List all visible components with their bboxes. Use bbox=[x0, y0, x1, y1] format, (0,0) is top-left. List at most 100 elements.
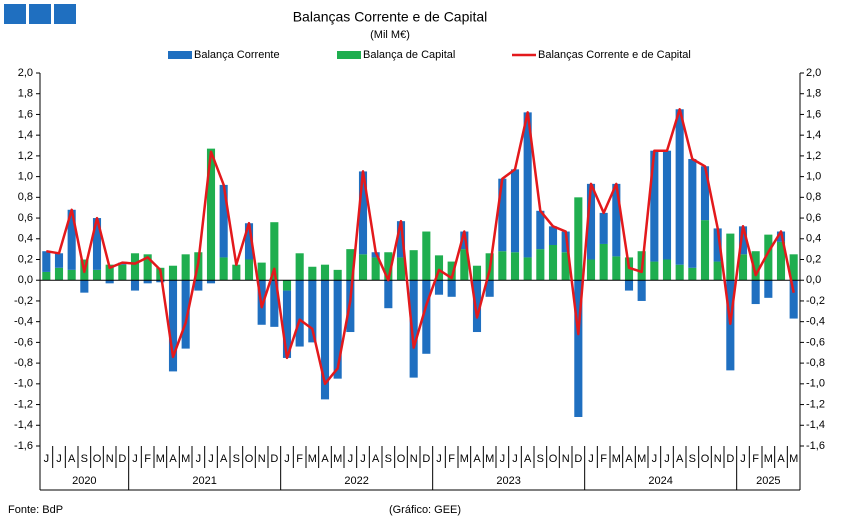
bar bbox=[434, 255, 444, 281]
bar bbox=[168, 265, 178, 281]
bar bbox=[675, 264, 684, 281]
y-tick-label: 0,2 bbox=[18, 253, 33, 265]
bar bbox=[282, 280, 292, 291]
bar bbox=[295, 280, 304, 347]
bar bbox=[498, 251, 507, 281]
bar bbox=[333, 269, 342, 281]
y2-tick-label: 1,4 bbox=[806, 129, 821, 141]
x-tick-label: F bbox=[296, 453, 303, 465]
x-tick-label: J bbox=[132, 453, 138, 465]
bar bbox=[662, 259, 672, 281]
y-tick-label: -1,4 bbox=[14, 419, 33, 431]
x-tick-label: A bbox=[372, 453, 380, 465]
bar bbox=[764, 234, 773, 281]
bar bbox=[586, 259, 596, 281]
bar bbox=[181, 254, 190, 281]
bar bbox=[789, 254, 798, 281]
chart-subtitle: (Mil M€) bbox=[370, 29, 410, 41]
bar bbox=[700, 220, 710, 281]
bar bbox=[688, 158, 697, 268]
legend-label: Balança Corrente bbox=[194, 49, 280, 61]
bar bbox=[168, 280, 178, 372]
bar bbox=[206, 148, 216, 281]
bar bbox=[447, 261, 456, 281]
bar bbox=[130, 280, 140, 291]
bar bbox=[422, 231, 431, 281]
bar bbox=[105, 280, 114, 284]
x-tick-label: J bbox=[740, 453, 746, 465]
line bbox=[46, 108, 795, 386]
bar bbox=[219, 257, 228, 281]
legend-label: Balanças Corrente e de Capital bbox=[538, 49, 691, 61]
bar bbox=[776, 241, 786, 281]
y2-tick-label: 2,0 bbox=[806, 67, 821, 79]
bar bbox=[548, 226, 558, 245]
bar bbox=[548, 244, 558, 281]
bar bbox=[42, 251, 51, 272]
y-tick-label: -0,4 bbox=[14, 316, 33, 328]
x-tick-label: J bbox=[360, 453, 366, 465]
x-tick-label: D bbox=[574, 453, 582, 465]
x-tick-label: S bbox=[81, 453, 88, 465]
x-tick-label: O bbox=[701, 453, 710, 465]
bar bbox=[726, 233, 735, 281]
bar bbox=[156, 280, 165, 283]
bar bbox=[130, 253, 140, 281]
bar bbox=[612, 183, 621, 257]
bar bbox=[523, 112, 532, 258]
bar bbox=[118, 264, 127, 281]
legend-label: Balança de Capital bbox=[363, 49, 455, 61]
bar bbox=[270, 222, 279, 281]
bar bbox=[105, 264, 114, 281]
x-tick-label: O bbox=[93, 453, 102, 465]
bar bbox=[384, 252, 393, 281]
x-tick-label: F bbox=[448, 453, 455, 465]
bar bbox=[675, 109, 684, 265]
bar bbox=[54, 253, 64, 268]
x-tick-label: F bbox=[600, 453, 607, 465]
bar bbox=[434, 280, 444, 295]
x-tick-label: M bbox=[612, 453, 621, 465]
y2-tick-label: -1,4 bbox=[806, 419, 825, 431]
chart-title: Balanças Corrente e de Capital bbox=[293, 9, 488, 25]
bar bbox=[54, 267, 64, 281]
bar bbox=[510, 169, 520, 253]
y-tick-label: -0,2 bbox=[14, 295, 33, 307]
x-tick-label: J bbox=[588, 453, 594, 465]
x-tick-label: A bbox=[777, 453, 785, 465]
bar bbox=[751, 280, 760, 305]
x-tick-label: J bbox=[208, 453, 214, 465]
x-tick-label: J bbox=[512, 453, 518, 465]
x-tick-label: J bbox=[500, 453, 506, 465]
bar bbox=[42, 271, 51, 281]
y-tick-label: -1,2 bbox=[14, 398, 33, 410]
bar bbox=[232, 264, 241, 281]
source: Fonte: BdP bbox=[8, 504, 63, 516]
bar bbox=[586, 183, 596, 260]
y2-tick-label: -0,8 bbox=[806, 357, 825, 369]
year-label: 2025 bbox=[756, 475, 780, 487]
y2-tick-label: 1,2 bbox=[806, 150, 821, 162]
x-tick-label: J bbox=[196, 453, 202, 465]
bar bbox=[194, 280, 203, 291]
bar bbox=[181, 280, 190, 349]
x-tick-label: A bbox=[625, 453, 633, 465]
y-tick-label: 0,0 bbox=[18, 274, 33, 286]
x-tick-label: M bbox=[181, 453, 190, 465]
x-tick-label: A bbox=[169, 453, 177, 465]
x-tick-label: M bbox=[156, 453, 165, 465]
year-label: 2024 bbox=[648, 475, 672, 487]
x-tick-label: M bbox=[460, 453, 469, 465]
bar bbox=[472, 265, 482, 281]
x-tick-label: S bbox=[537, 453, 544, 465]
y2-tick-label: -0,4 bbox=[806, 316, 825, 328]
y2-tick-label: -0,2 bbox=[806, 295, 825, 307]
bar bbox=[409, 280, 418, 378]
y2-tick-label: 0,0 bbox=[806, 274, 821, 286]
bar bbox=[536, 249, 545, 281]
x-tick-label: A bbox=[676, 453, 684, 465]
x-tick-label: A bbox=[220, 453, 228, 465]
y-tick-label: -0,8 bbox=[14, 357, 33, 369]
x-tick-label: A bbox=[524, 453, 532, 465]
